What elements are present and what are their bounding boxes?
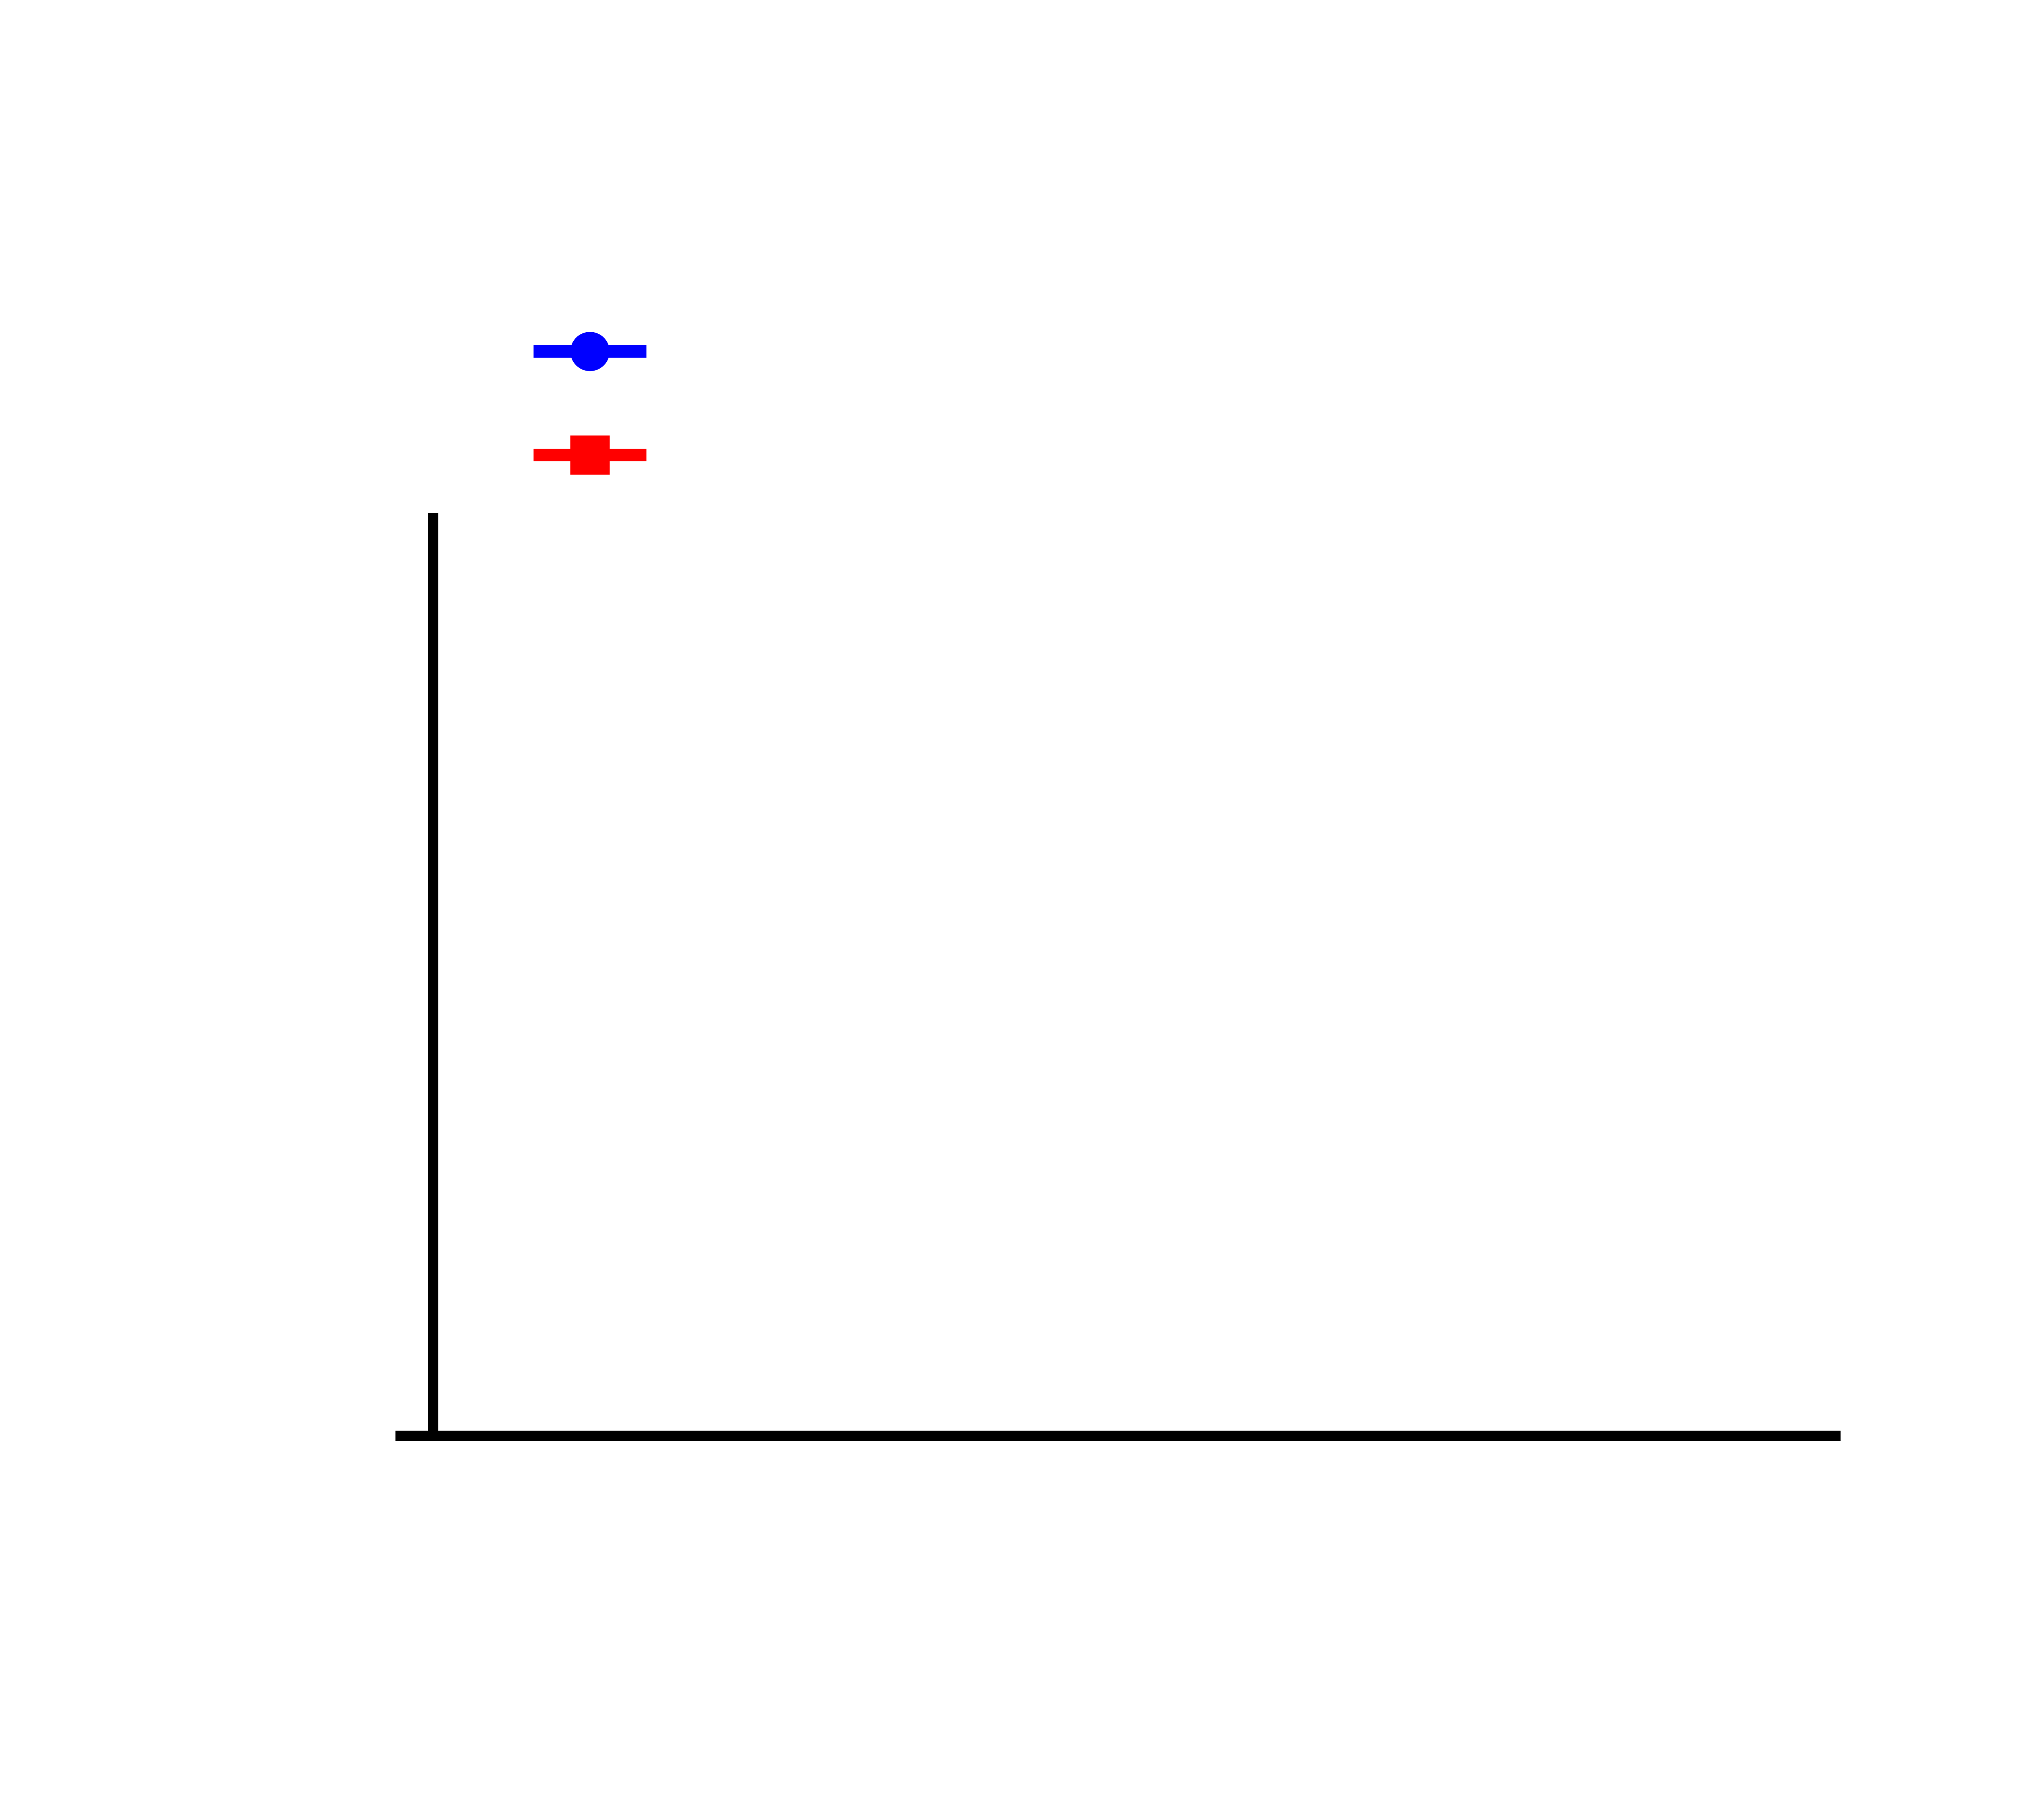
axes [395, 513, 1841, 1441]
dose-response-chart [395, 332, 1841, 1441]
legend [533, 332, 647, 475]
legend-square-marker-icon [570, 435, 610, 475]
legend-item-snc80 [533, 435, 647, 475]
legend-circle-marker-icon [570, 332, 610, 371]
legend-item-bw180c [533, 332, 647, 371]
